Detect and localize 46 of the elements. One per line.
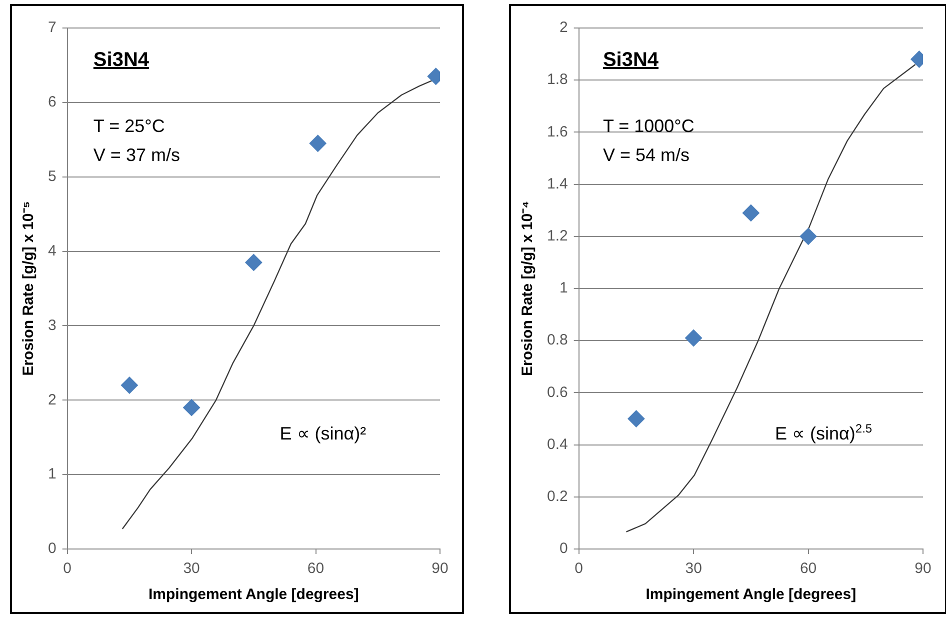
y-tick-label: 1.4 <box>546 175 568 192</box>
annotation: E ∝ (sinα)² <box>280 424 366 444</box>
y-tick-label: 2 <box>560 19 568 36</box>
y-tick-label: 0 <box>560 540 568 558</box>
y-tick-label: 0.2 <box>546 488 568 506</box>
y-tick-label: 4 <box>48 242 56 260</box>
annotation: V = 54 m/s <box>602 144 690 165</box>
y-tick-label: 5 <box>48 168 56 185</box>
y-tick-label: 1 <box>48 466 56 483</box>
y-tick-label: 3 <box>48 316 56 334</box>
x-tick-label: 30 <box>685 560 702 578</box>
point <box>685 329 702 346</box>
y-tick-label: 1.2 <box>546 228 568 245</box>
x-axis-title: Impingement Angle [degrees] <box>646 586 856 604</box>
y-axis-title: Erosion Rate [g/g] x 10⁻⁴ <box>519 201 536 376</box>
x-tick-label: 30 <box>183 560 200 578</box>
x-tick-label: 60 <box>800 560 817 578</box>
point <box>120 376 138 394</box>
point <box>742 204 760 222</box>
point <box>245 254 262 271</box>
y-tick-label: 6 <box>48 94 56 111</box>
point <box>183 399 200 416</box>
y-tick-label: 0 <box>48 540 56 558</box>
point <box>309 134 326 152</box>
y-tick-label: 7 <box>48 19 56 36</box>
y-tick-label: 0.8 <box>546 332 568 349</box>
annotation: T = 25°C <box>93 116 165 136</box>
y-tick-label: 0.4 <box>546 436 568 453</box>
x-tick-label: 90 <box>432 560 448 578</box>
y-tick-label: 1.8 <box>546 71 568 88</box>
text: Si3N4 <box>602 49 659 72</box>
annotation: V = 37 m/s <box>93 144 180 165</box>
x-axis-title: Impingement Angle [degrees] <box>148 586 359 604</box>
y-tick-label: 1.6 <box>546 123 568 140</box>
point <box>628 410 645 428</box>
y-tick-label: 2 <box>48 391 56 408</box>
y-axis-title: Erosion Rate [g/g] x 10⁻⁵ <box>20 201 38 376</box>
point <box>800 228 817 245</box>
annotation: T = 1000°C <box>602 116 694 136</box>
x-tick-label: 0 <box>63 560 72 578</box>
text: Si3N4 <box>93 49 150 72</box>
y-tick-label: 1 <box>560 280 568 297</box>
x-tick-label: 90 <box>914 560 932 578</box>
x-tick-label: 0 <box>574 560 584 578</box>
y-tick-label: 0.6 <box>546 384 568 401</box>
x-tick-label: 60 <box>307 560 324 578</box>
